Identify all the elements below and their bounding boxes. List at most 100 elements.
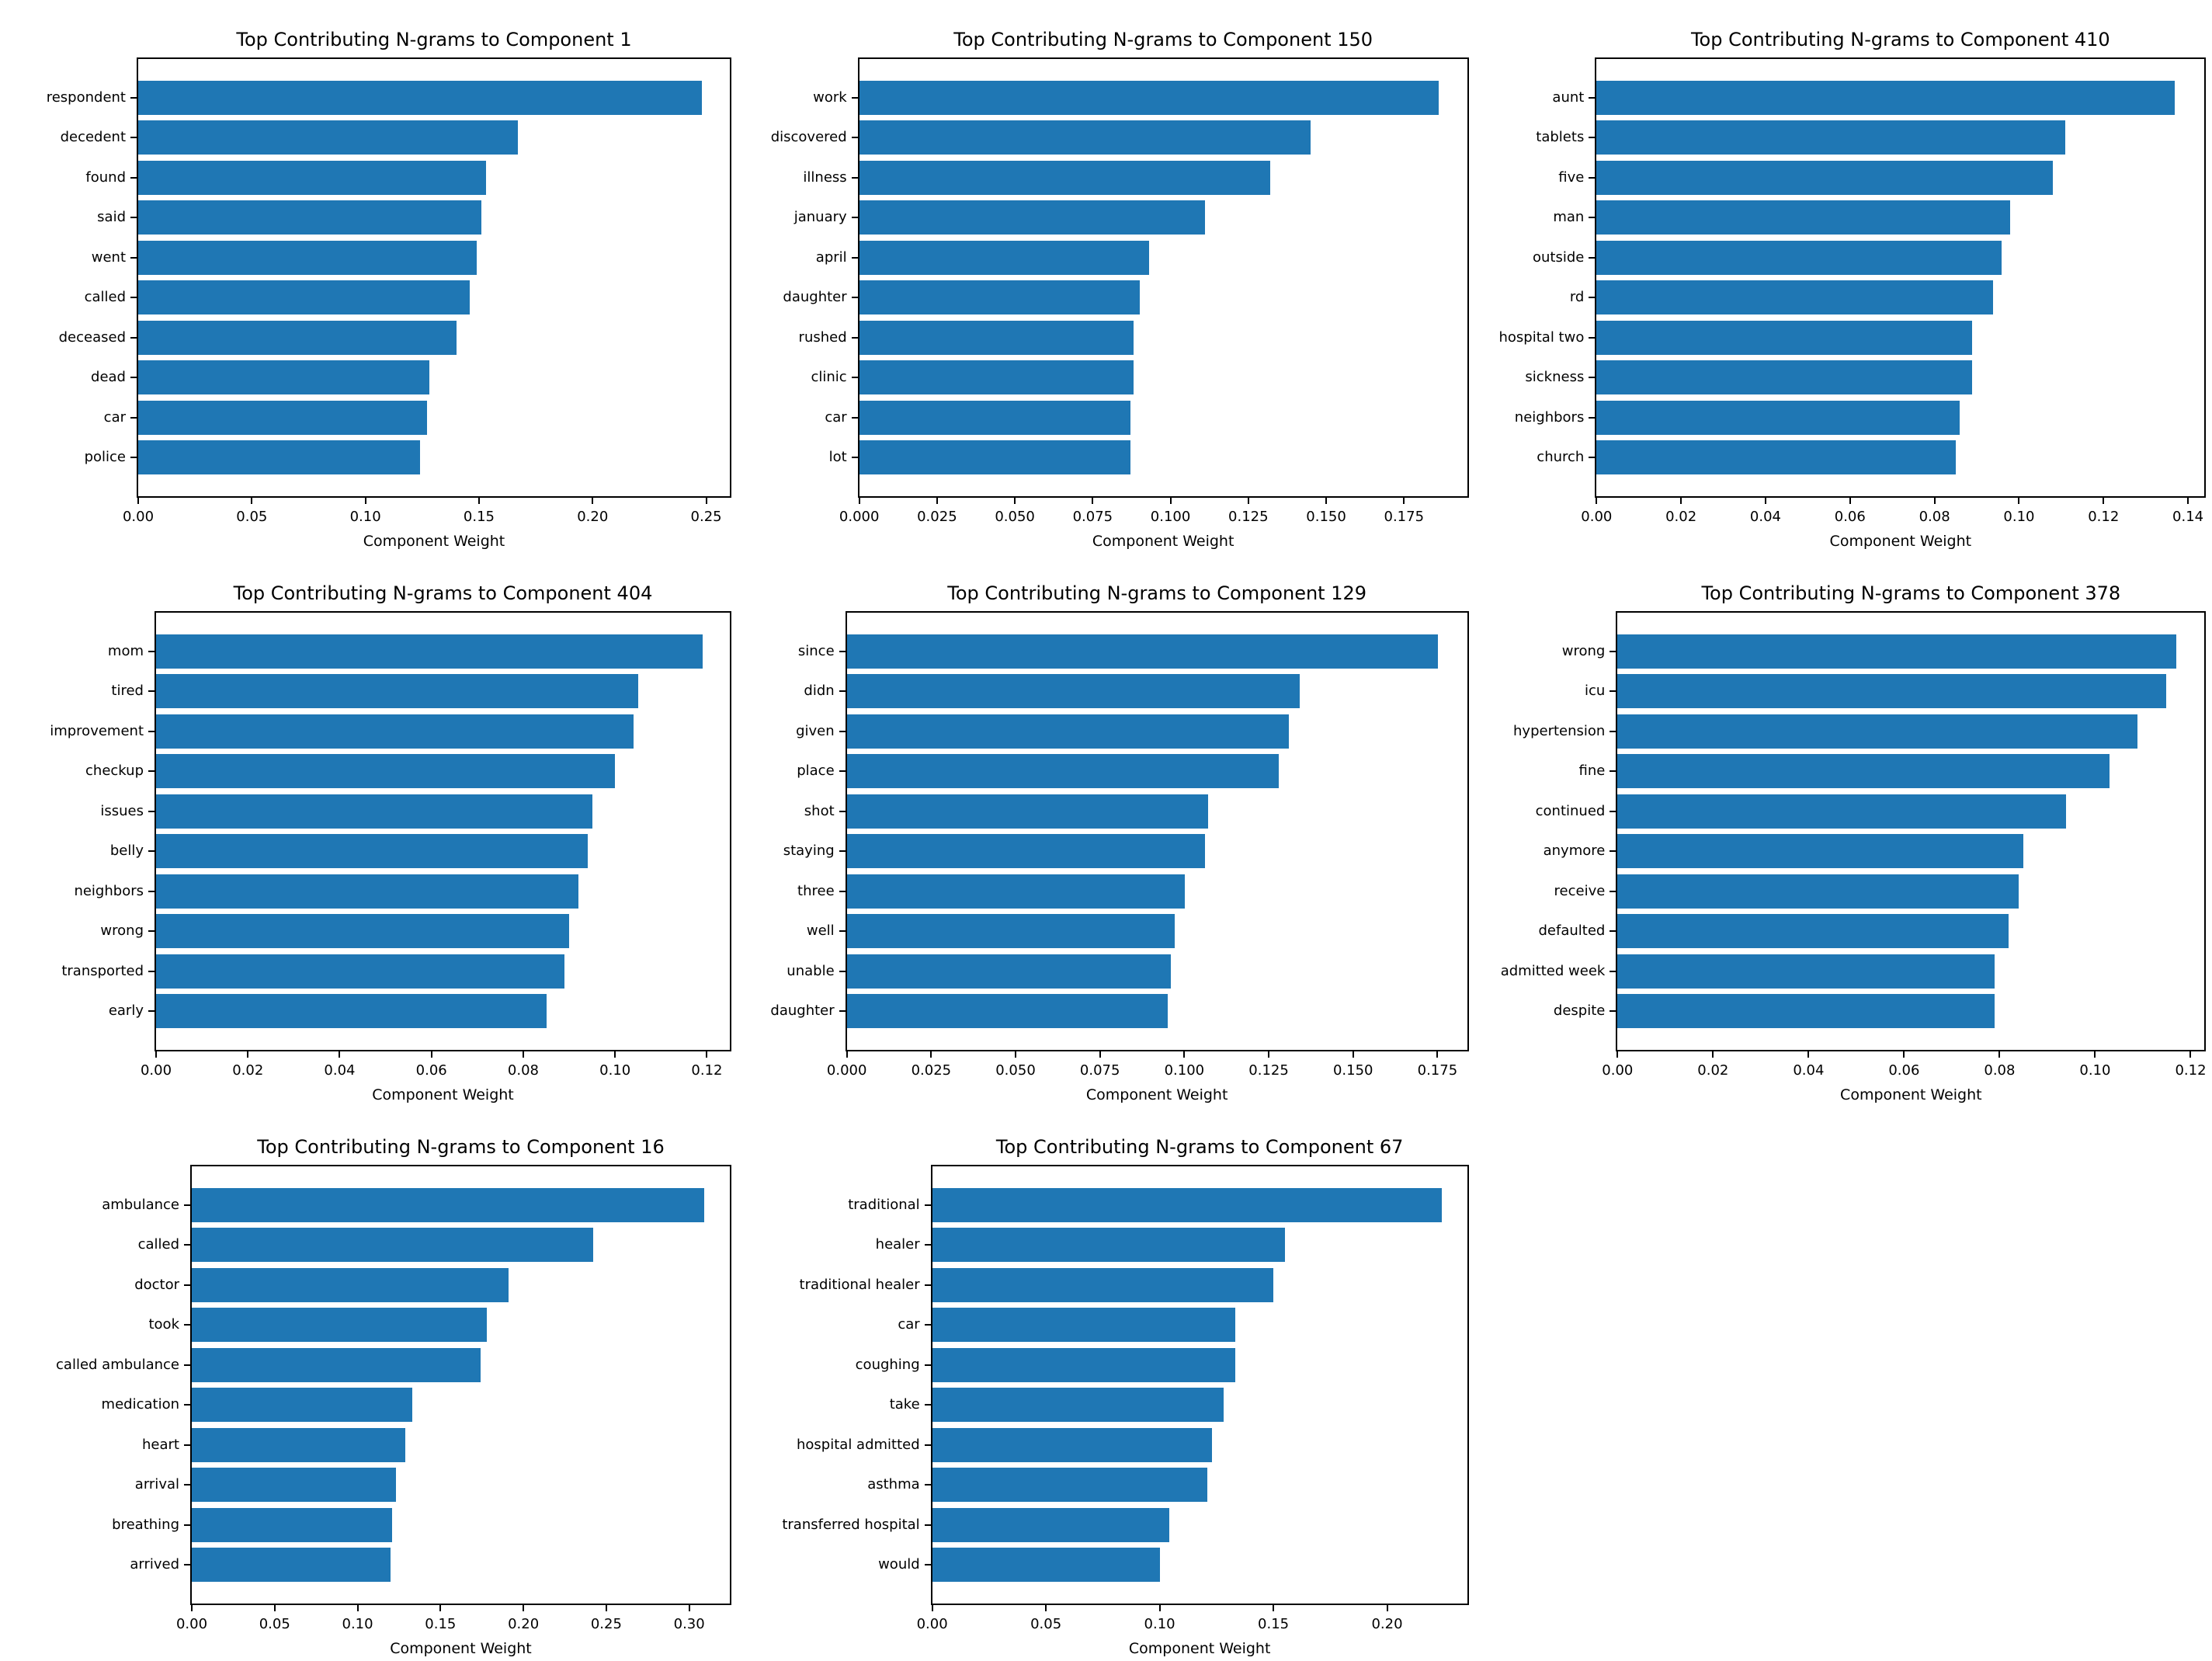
- y-tick-label: would: [878, 1556, 920, 1573]
- y-tick-label: tired: [111, 683, 144, 700]
- x-tick-label: 0.20: [577, 509, 609, 525]
- y-tick-label: dead: [91, 369, 126, 386]
- bar-car: [138, 400, 427, 435]
- x-tick-label: 0.000: [826, 1062, 867, 1079]
- y-tick-mark: [851, 176, 858, 179]
- y-tick-label: daughter: [783, 289, 847, 306]
- y-tick-mark: [184, 1204, 190, 1206]
- y-tick-label: transported: [61, 962, 144, 979]
- x-tick-mark: [522, 1051, 524, 1058]
- x-tick-mark: [523, 1605, 525, 1611]
- y-tick-mark: [839, 1010, 846, 1013]
- y-tick-label: work: [813, 89, 847, 106]
- chart-title: Top Contributing N-grams to Component 16: [257, 1136, 665, 1158]
- x-tick-label: 0.00: [140, 1062, 172, 1079]
- y-tick-label: anymore: [1543, 843, 1606, 860]
- x-tick-label: 0.14: [2172, 509, 2204, 525]
- y-tick-mark: [148, 1010, 155, 1013]
- y-tick-label: hospital two: [1498, 328, 1585, 346]
- y-tick-mark: [130, 377, 137, 379]
- y-tick-label: discovered: [770, 129, 847, 146]
- x-tick-mark: [1169, 498, 1172, 504]
- y-tick-label: rd: [1569, 289, 1585, 306]
- bar-aunt: [1596, 80, 2176, 115]
- y-tick-mark: [924, 1564, 931, 1566]
- x-tick-mark: [1099, 1051, 1101, 1058]
- bar-place: [846, 754, 1279, 789]
- x-tick-label: 0.05: [259, 1616, 290, 1632]
- y-tick-label: five: [1558, 169, 1585, 186]
- bar-called: [138, 280, 470, 315]
- y-tick-mark: [851, 297, 858, 299]
- x-tick-label: 0.25: [590, 1616, 622, 1632]
- x-axis-label: Component Weight: [1085, 1086, 1228, 1103]
- plot-area: [930, 1165, 1469, 1605]
- y-tick-mark: [184, 1484, 190, 1486]
- bar-hospital-two: [1596, 320, 1973, 355]
- y-tick-mark: [924, 1364, 931, 1366]
- y-tick-label: daughter: [770, 1003, 835, 1020]
- bar-tired: [156, 674, 638, 709]
- y-tick-mark: [851, 217, 858, 219]
- plot-area: [857, 57, 1469, 498]
- y-tick-mark: [924, 1244, 931, 1246]
- bar-went: [138, 240, 477, 275]
- chart-title: Top Contributing N-grams to Component 1: [236, 29, 632, 50]
- bar-daughter: [846, 994, 1168, 1029]
- y-tick-mark: [148, 850, 155, 853]
- bar-car: [859, 400, 1130, 435]
- x-tick-label: 0.08: [507, 1062, 539, 1079]
- bar-early: [156, 994, 547, 1029]
- y-tick-label: church: [1537, 449, 1585, 466]
- y-tick-label: take: [889, 1396, 920, 1413]
- x-tick-label: 0.05: [236, 509, 268, 525]
- y-tick-label: tablets: [1536, 129, 1585, 146]
- x-tick-label: 0.12: [691, 1062, 723, 1079]
- y-tick-mark: [851, 96, 858, 99]
- x-tick-label: 0.02: [232, 1062, 264, 1079]
- y-tick-mark: [1589, 137, 1596, 139]
- y-tick-mark: [924, 1444, 931, 1446]
- x-tick-mark: [1998, 1051, 2001, 1058]
- y-tick-label: three: [797, 882, 835, 899]
- y-tick-mark: [184, 1524, 190, 1526]
- bar-found: [138, 160, 486, 195]
- y-tick-mark: [839, 730, 846, 732]
- y-tick-mark: [148, 890, 155, 892]
- x-tick-mark: [706, 1051, 708, 1058]
- y-tick-mark: [148, 690, 155, 693]
- y-tick-mark: [148, 770, 155, 773]
- bar-three: [846, 874, 1185, 909]
- y-tick-label: hospital admitted: [797, 1436, 920, 1453]
- x-tick-label: 0.100: [1164, 1062, 1205, 1079]
- x-axis-label: Component Weight: [1128, 1640, 1271, 1657]
- x-tick-label: 0.20: [1371, 1616, 1403, 1632]
- y-tick-label: january: [793, 209, 847, 226]
- x-tick-mark: [705, 498, 707, 504]
- x-tick-mark: [1596, 498, 1598, 504]
- y-tick-mark: [130, 137, 137, 139]
- y-tick-mark: [130, 217, 137, 219]
- y-tick-mark: [1610, 1010, 1616, 1013]
- bar-given: [846, 714, 1289, 749]
- bar-despite: [1617, 994, 1995, 1029]
- subplot-component-378: Top Contributing N-grams to Component 37…: [1474, 554, 2212, 1107]
- subplot-component-129: Top Contributing N-grams to Component 12…: [738, 554, 1475, 1107]
- x-tick-mark: [1183, 1051, 1186, 1058]
- y-tick-mark: [1610, 970, 1616, 972]
- bar-checkup: [156, 754, 615, 789]
- y-tick-label: called: [137, 1236, 179, 1253]
- bar-mom: [156, 634, 703, 669]
- y-tick-mark: [851, 377, 858, 379]
- y-tick-mark: [924, 1524, 931, 1526]
- subplot-component-67: Top Contributing N-grams to Component 67…: [738, 1107, 1475, 1661]
- x-tick-label: 0.04: [324, 1062, 356, 1079]
- x-tick-mark: [251, 498, 253, 504]
- y-tick-mark: [839, 850, 846, 853]
- x-tick-label: 0.10: [1144, 1616, 1175, 1632]
- x-tick-mark: [1933, 498, 1936, 504]
- bar-didn: [846, 674, 1300, 709]
- y-tick-label: traditional healer: [799, 1276, 920, 1293]
- bar-well: [846, 914, 1175, 949]
- y-tick-label: outside: [1532, 248, 1585, 266]
